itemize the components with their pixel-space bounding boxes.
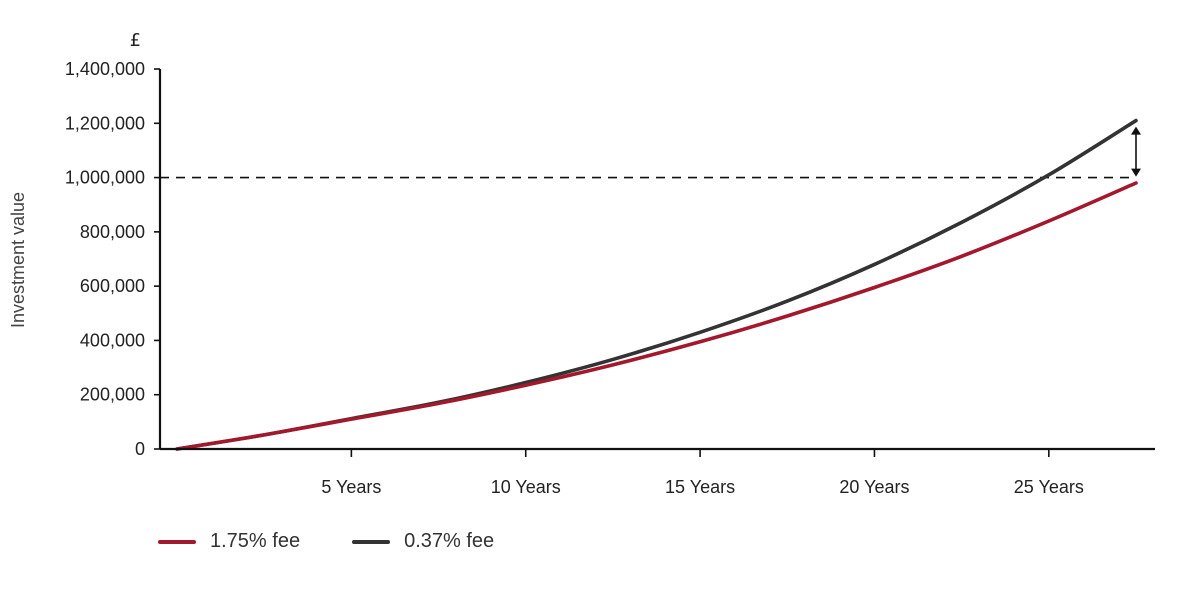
x-tick-label: 25 Years: [1014, 477, 1084, 497]
y-tick-label: 400,000: [80, 330, 145, 350]
y-tick-label: 200,000: [80, 385, 145, 405]
y-tick-label: 600,000: [80, 276, 145, 296]
y-axis-title: Investment value: [8, 192, 28, 328]
gap-arrow-head-down: [1131, 168, 1141, 177]
legend-label-low-fee: 0.37% fee: [404, 530, 495, 552]
legend: 1.75% fee 0.37% fee: [158, 530, 494, 553]
legend-item-low-fee: 0.37% fee: [352, 530, 494, 553]
currency-unit-label: £: [130, 30, 141, 51]
gap-arrow-head-up: [1131, 126, 1141, 135]
annotation-layer: [1131, 126, 1141, 177]
legend-item-high-fee: 1.75% fee: [158, 530, 300, 553]
series-line-high-fee: [175, 181, 1138, 451]
series-layer: [175, 118, 1138, 451]
y-tick-label: 1,200,000: [65, 113, 145, 133]
series-line-low-fee: [175, 118, 1138, 451]
legend-swatch-low-fee: [352, 539, 391, 544]
x-tick-label: 10 Years: [491, 477, 561, 497]
x-tick-label: 5 Years: [321, 477, 381, 497]
legend-swatch-high-fee: [158, 539, 196, 544]
axis-layer: 0 200,000 400,000 600,000 800,000 1,000,000 1,…: [65, 59, 1155, 497]
y-tick-label: 1,000,000: [65, 168, 145, 188]
legend-label-high-fee: 1.75% fee: [210, 530, 301, 552]
y-tick-label: 800,000: [80, 222, 145, 242]
y-tick-label: 1,400,000: [65, 59, 145, 79]
x-tick-label: 20 Years: [839, 477, 909, 497]
x-tick-label: 15 Years: [665, 477, 735, 497]
y-tick-label: 0: [135, 439, 145, 459]
